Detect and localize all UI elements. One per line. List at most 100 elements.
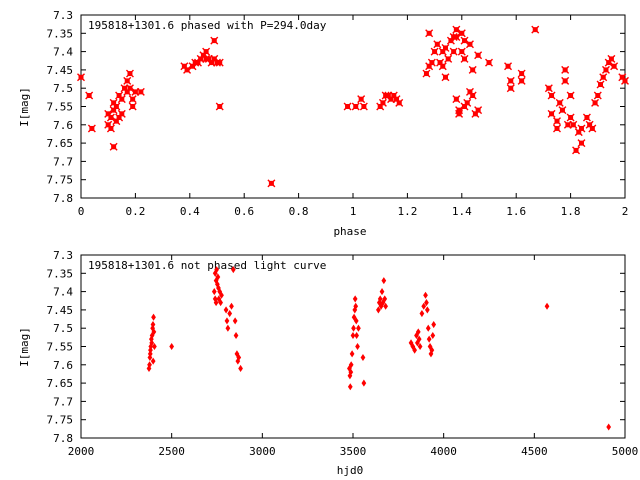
data-point [452, 25, 461, 34]
y-tick-label: 7.7 [53, 155, 73, 168]
data-point [468, 91, 477, 100]
data-point [417, 342, 423, 351]
y-tick-label: 7.45 [47, 64, 74, 77]
data-point [85, 91, 94, 100]
data-point [416, 335, 422, 343]
data-point [343, 102, 352, 111]
data-point [582, 113, 591, 122]
x-tick-label: 1.8 [561, 205, 581, 218]
data-point [430, 47, 439, 56]
x-tick-label: 2 [622, 205, 629, 218]
data-point [468, 65, 477, 74]
y-tick-label: 7.75 [47, 174, 74, 187]
data-point [106, 113, 115, 122]
data-point [431, 320, 437, 329]
phased-light-curve-panel: 195818+1301.6 phased with P=294.0day pha… [18, 9, 629, 238]
data-point [441, 43, 450, 52]
x-tick-label: 0.6 [234, 205, 254, 218]
plot-frame [80, 14, 626, 199]
data-point [553, 117, 561, 126]
data-point [128, 95, 137, 104]
data-point [232, 317, 238, 325]
data-point [572, 146, 581, 155]
data-point [424, 299, 429, 307]
data-point [218, 299, 223, 307]
y-tick-label: 7.35 [47, 267, 74, 280]
data-point [517, 69, 526, 78]
data-point [460, 36, 469, 45]
x-axis-label: hjd0 [337, 464, 364, 477]
data-point [485, 58, 493, 67]
data-point [621, 76, 629, 85]
data-point [215, 273, 221, 281]
data-point [379, 288, 385, 296]
data-point [236, 353, 242, 362]
data-point [553, 124, 561, 133]
data-point [214, 266, 219, 274]
data-point [465, 40, 474, 49]
data-point [267, 179, 276, 188]
data-point [474, 51, 483, 60]
data-point [359, 102, 368, 111]
data-point [183, 65, 192, 74]
data-point [224, 317, 230, 325]
data-point [376, 306, 381, 314]
y-tick-label: 7.8 [53, 432, 73, 445]
y-tick-label: 7.55 [47, 101, 74, 114]
data-point [219, 291, 224, 299]
data-point [147, 350, 153, 358]
data-point [354, 331, 359, 340]
data-point [117, 109, 126, 118]
data-point [547, 109, 556, 118]
data-point [377, 295, 383, 303]
y-tick-label: 7.65 [47, 137, 74, 150]
data-point [449, 47, 458, 56]
data-point [149, 339, 155, 347]
data-point [355, 342, 360, 351]
x-tick-label: 0.8 [289, 205, 309, 218]
data-point [577, 124, 586, 133]
data-point [441, 73, 450, 82]
data-point [215, 102, 224, 111]
data-point [147, 361, 152, 369]
data-point [357, 95, 366, 104]
data-point [238, 364, 243, 373]
data-point [211, 288, 217, 296]
data-point [360, 353, 366, 362]
data-point [561, 76, 570, 85]
data-point [422, 69, 431, 78]
data-point [348, 361, 354, 369]
data-point [381, 277, 387, 285]
data-point [383, 302, 389, 310]
data-point [352, 295, 358, 303]
data-point [504, 62, 513, 71]
chart-title: 195818+1301.6 phased with P=294.0day [88, 19, 327, 32]
data-point [452, 32, 461, 41]
x-tick-label: 5000 [612, 445, 639, 458]
x-tick-label: 3000 [249, 445, 276, 458]
y-tick-label: 7.4 [53, 286, 73, 299]
data-point [227, 310, 233, 318]
x-tick-label: 1.6 [506, 205, 526, 218]
data-point [438, 62, 447, 71]
data-point [425, 29, 434, 38]
data-points [146, 266, 612, 431]
data-point [348, 368, 354, 376]
data-point [433, 40, 442, 49]
data-point [588, 124, 597, 133]
data-point [506, 84, 515, 93]
data-point [415, 328, 421, 336]
data-point [601, 65, 610, 74]
x-tick-label: 0 [78, 205, 85, 218]
x-tick-label: 1 [350, 205, 357, 218]
data-point [412, 346, 418, 354]
y-tick-label: 7.3 [53, 249, 73, 262]
data-point [421, 302, 427, 310]
data-point [229, 302, 234, 310]
x-axis-label: phase [333, 225, 366, 238]
data-points [77, 25, 629, 188]
data-point [353, 302, 359, 310]
data-point [561, 65, 570, 74]
data-point [558, 106, 567, 115]
data-point [382, 295, 388, 303]
